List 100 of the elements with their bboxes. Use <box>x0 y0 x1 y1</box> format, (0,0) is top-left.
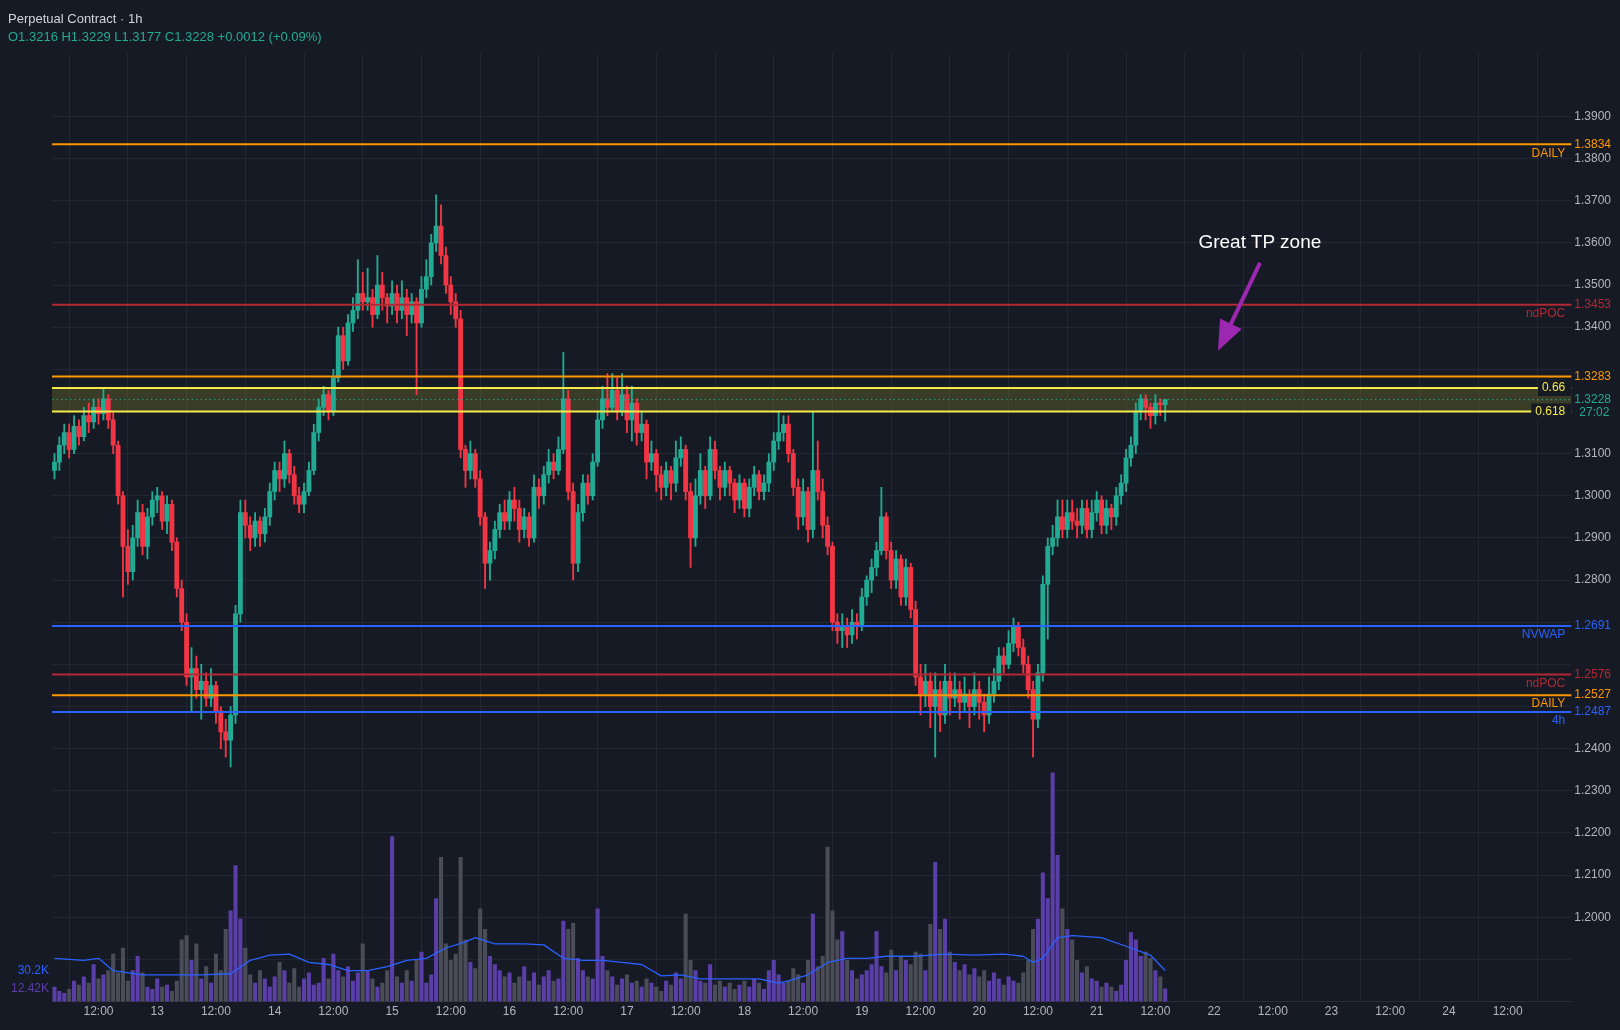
y2-tick-label: 30.2K <box>17 962 50 977</box>
bar <box>757 982 762 1002</box>
bar <box>1079 972 1085 1002</box>
bar <box>502 976 507 1002</box>
x-tick-label: 15 <box>385 1004 400 1019</box>
bar <box>854 978 859 1002</box>
bar <box>585 976 590 1002</box>
bar <box>531 972 537 1002</box>
bar <box>341 976 346 1002</box>
bar <box>668 984 674 1002</box>
bar <box>1060 908 1065 1002</box>
y-tick-label: 1.2487 <box>1574 704 1612 719</box>
bar <box>81 976 86 1002</box>
bar <box>1094 980 1099 1002</box>
bar <box>1084 966 1089 1002</box>
bar <box>223 929 228 1002</box>
bar <box>468 962 473 1002</box>
bar <box>101 974 106 1002</box>
bar <box>624 974 629 1002</box>
bar <box>57 990 62 1002</box>
bar <box>918 953 923 1002</box>
x-tick-label: 12:00 <box>788 1004 819 1019</box>
y-tick-label: 1.2576 <box>1574 666 1612 681</box>
annotation: 0.618 <box>1535 403 1566 418</box>
x-tick-label: 12:00 <box>670 1004 702 1019</box>
y-tick-label: 1.3600 <box>1574 235 1612 250</box>
bar <box>845 960 850 1002</box>
bar <box>233 865 238 1002</box>
x-tick-label: 13 <box>150 1004 165 1019</box>
bar <box>199 978 204 1002</box>
y-tick-label: 1.3800 <box>1574 150 1612 165</box>
bar <box>639 986 644 1002</box>
bar <box>942 918 948 1002</box>
ref-line-label: ndPOC <box>1525 675 1566 690</box>
bar <box>825 846 830 1002</box>
y-tick-label: 1.3000 <box>1574 488 1612 503</box>
y-tick-label: 1.2800 <box>1574 572 1612 587</box>
x-tick-label: 12:00 <box>318 1004 349 1019</box>
bar <box>375 986 380 1002</box>
x-tick-label: 21 <box>1090 1004 1104 1019</box>
bar <box>1001 984 1006 1002</box>
y-tick-label: 1.2000 <box>1574 909 1612 924</box>
bar <box>355 972 360 1002</box>
bar <box>874 931 879 1002</box>
y-tick-label: 1.3283 <box>1574 368 1612 383</box>
y-tick-label: 1.2900 <box>1574 530 1612 545</box>
x-tick-label: 12:00 <box>553 1004 584 1019</box>
bar <box>414 960 419 1002</box>
bar <box>737 984 742 1002</box>
bar <box>399 982 404 1002</box>
bar <box>703 982 708 1002</box>
bar <box>546 970 551 1002</box>
bar <box>933 862 938 1002</box>
bar <box>708 964 713 1002</box>
bar <box>1158 976 1163 1002</box>
bar <box>576 957 581 1002</box>
bar <box>810 913 815 1002</box>
bar <box>164 984 170 1002</box>
bar <box>850 970 855 1002</box>
bar <box>551 980 556 1002</box>
y-tick-label: 1.3100 <box>1574 445 1612 460</box>
x-tick-label: 16 <box>502 1004 517 1019</box>
bar <box>634 980 639 1002</box>
ref-line-label: DAILY <box>1531 696 1566 711</box>
x-tick-label: 12:00 <box>1492 1004 1524 1019</box>
y-tick-label: 1.2300 <box>1574 783 1612 798</box>
bar <box>654 986 659 1002</box>
bar <box>1153 970 1158 1002</box>
bar <box>120 947 126 1002</box>
bar <box>928 923 933 1002</box>
bar <box>644 978 649 1002</box>
bar <box>140 972 145 1002</box>
bar <box>894 970 899 1002</box>
y-tick-label: 1.2527 <box>1574 687 1612 702</box>
x-tick-label: 19 <box>855 1004 869 1019</box>
bar <box>370 978 375 1002</box>
bar <box>365 970 370 1002</box>
bar <box>1099 986 1104 1002</box>
bar <box>664 980 669 1002</box>
bar <box>1104 982 1109 1002</box>
x-tick-label: 20 <box>972 1004 987 1019</box>
bar <box>409 980 414 1002</box>
y2-tick-label: 12.42K <box>10 981 50 996</box>
ref-line-label: ndPOC <box>1525 306 1566 321</box>
bar <box>605 970 610 1002</box>
bar <box>135 955 140 1002</box>
ref-line-label: DAILY <box>1531 145 1566 160</box>
annotation: Great TP zone <box>1198 231 1322 253</box>
bar <box>390 836 395 1002</box>
x-tick-label: 12:00 <box>200 1004 232 1019</box>
bar <box>272 976 277 1002</box>
x-tick-label: 23 <box>1324 1004 1339 1019</box>
bar <box>957 970 962 1002</box>
bar <box>67 988 72 1002</box>
bar <box>76 984 81 1002</box>
x-tick-label: 12:00 <box>1257 1004 1289 1019</box>
bar <box>713 984 718 1002</box>
bar <box>805 960 811 1002</box>
bar <box>972 968 977 1002</box>
bar <box>160 986 165 1002</box>
